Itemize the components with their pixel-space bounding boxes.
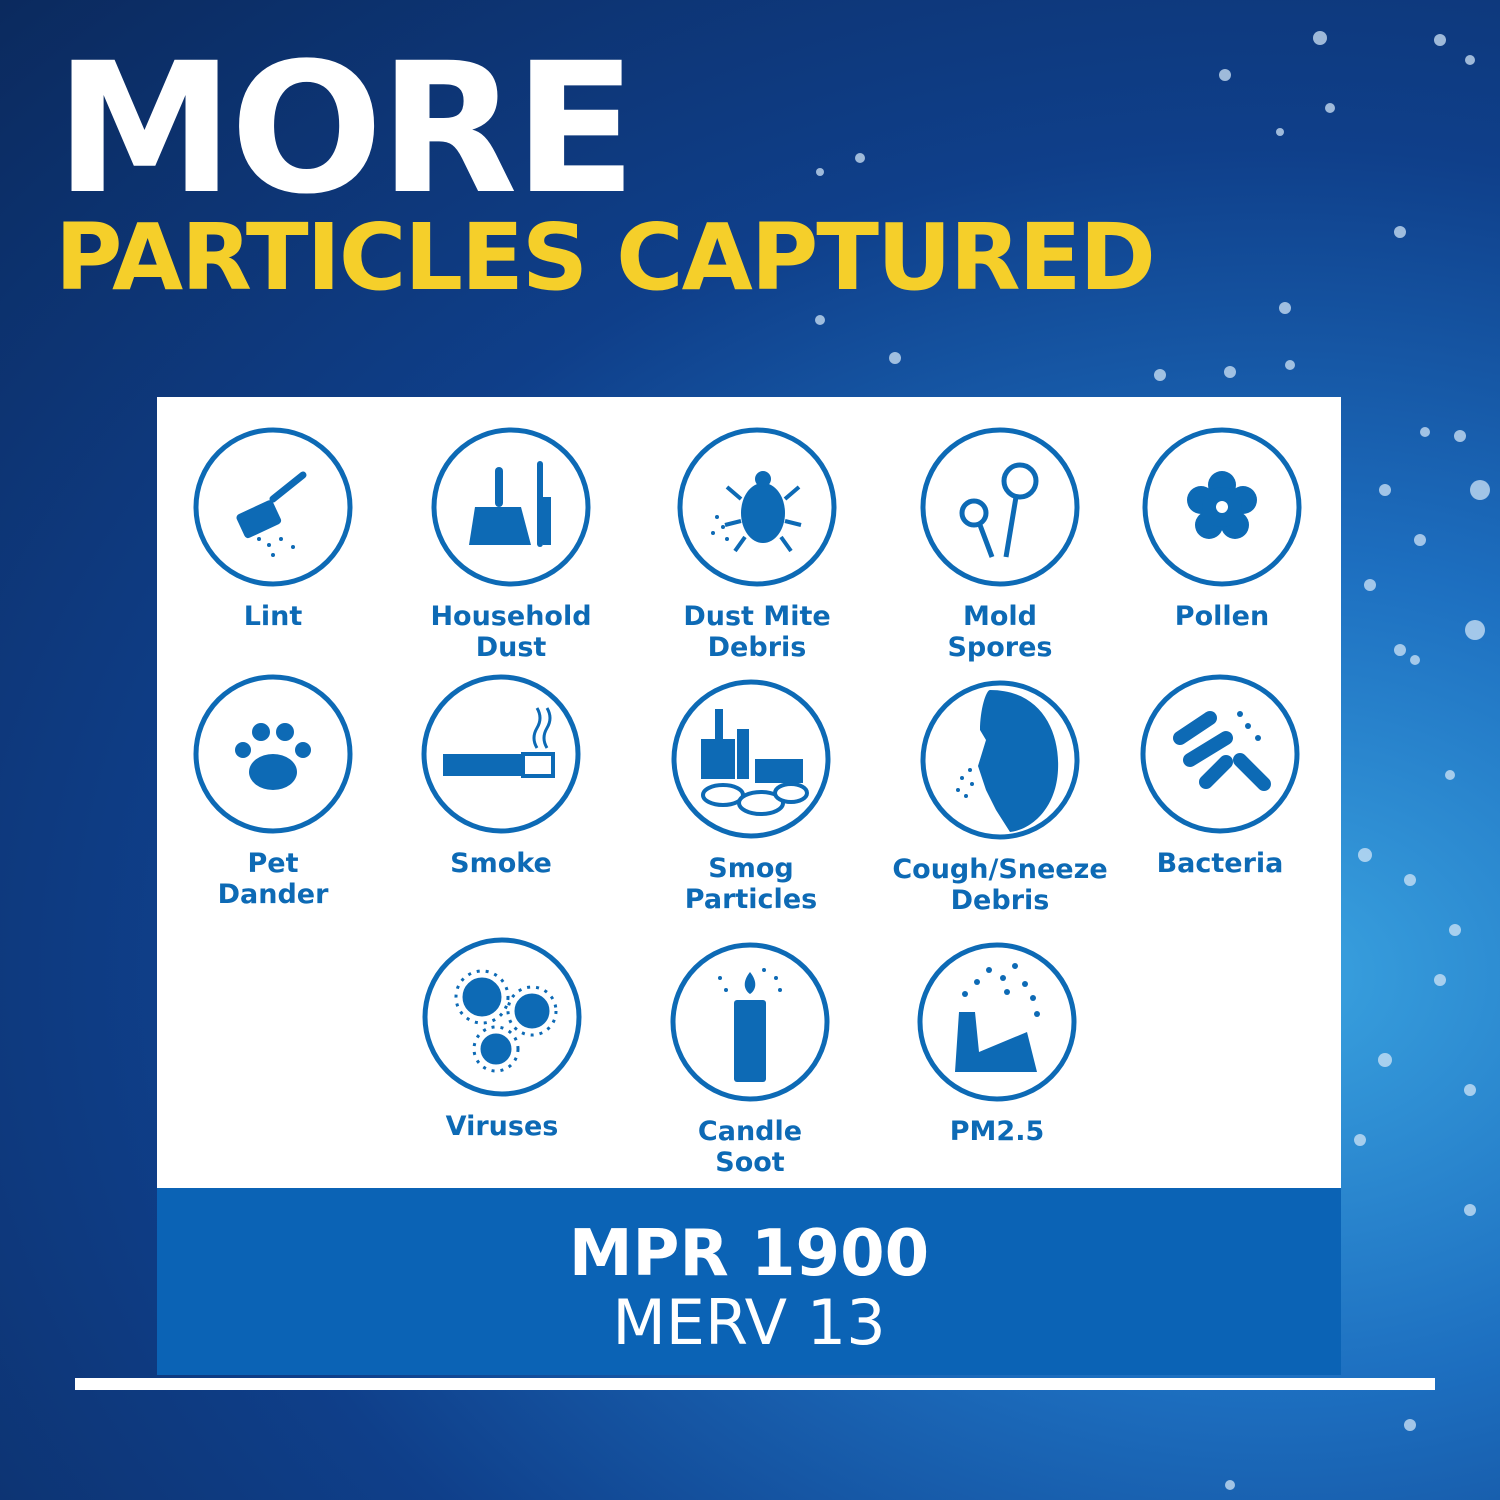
particle-item: Mold Spores [880,425,1120,663]
particle-item: Dust Mite Debris [637,425,877,663]
cigarette-icon [421,674,581,834]
merv-rating: MERV 13 [612,1286,886,1359]
virus-icon [422,937,582,1097]
particle-label: Household Dust [430,601,592,663]
headline-more: MORE [55,25,637,234]
bacteria-icon [1140,674,1300,834]
particle-item: Viruses [382,935,622,1142]
particle-item: Cough/Sneeze Debris [880,678,1120,916]
rating-band: MPR 1900 MERV 13 [157,1188,1341,1375]
dust-mite-icon [677,427,837,587]
particle-item: Bacteria [1100,672,1340,879]
particle-item: Pollen [1102,425,1342,632]
particle-label: Pollen [1174,601,1270,632]
particle-item: Pet Dander [153,672,393,910]
particle-item: Smoke [381,672,621,879]
headline-particles-captured: PARTICLES CAPTURED [55,204,1156,311]
particle-label: Bacteria [1156,848,1284,879]
particle-item: Lint [153,425,393,632]
mold-flowers-icon [920,427,1080,587]
particle-label: Dust Mite Debris [683,601,831,663]
particle-label: Smog Particles [684,853,818,915]
factory-smoke-icon [917,942,1077,1102]
particle-label: Viruses [445,1111,559,1142]
particle-item: Household Dust [391,425,631,663]
dustpan-brush-icon [431,427,591,587]
lint-roller-icon [193,427,353,587]
particle-label: PM2.5 [949,1116,1045,1147]
particle-label: Candle Soot [697,1116,803,1178]
particle-item: Candle Soot [630,940,870,1178]
pollen-flower-icon [1142,427,1302,587]
particle-label: Smoke [450,848,552,879]
particle-item: PM2.5 [877,940,1117,1147]
particle-label: Cough/Sneeze Debris [892,854,1108,916]
paw-print-icon [193,674,353,834]
city-smog-icon [671,679,831,839]
candle-icon [670,942,830,1102]
particle-item: Smog Particles [631,677,871,915]
particle-label: Pet Dander [217,848,329,910]
particle-label: Lint [243,601,303,632]
sneeze-face-icon [920,680,1080,840]
particle-label: Mold Spores [947,601,1053,663]
mpr-rating: MPR 1900 [568,1217,930,1291]
divider-line [75,1378,1435,1390]
